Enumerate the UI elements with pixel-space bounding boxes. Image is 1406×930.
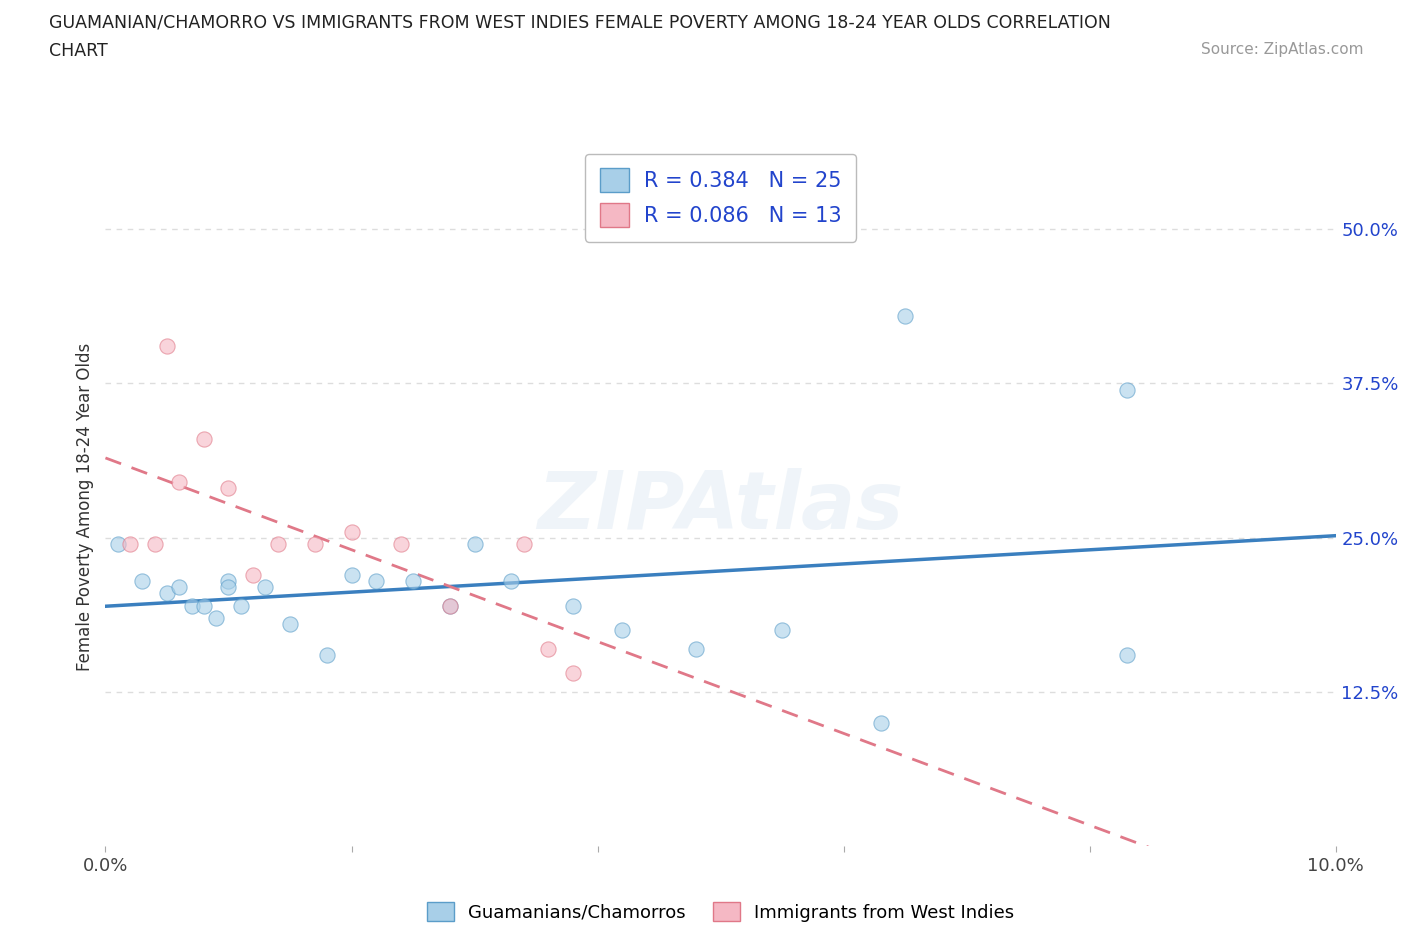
Text: ZIPAtlas: ZIPAtlas bbox=[537, 468, 904, 546]
Point bbox=[218, 579, 240, 594]
Point bbox=[340, 525, 363, 539]
Point bbox=[402, 574, 425, 589]
Point bbox=[218, 574, 240, 589]
Text: Source: ZipAtlas.com: Source: ZipAtlas.com bbox=[1201, 42, 1364, 57]
Text: CHART: CHART bbox=[49, 42, 108, 60]
Point bbox=[562, 598, 585, 613]
Text: GUAMANIAN/CHAMORRO VS IMMIGRANTS FROM WEST INDIES FEMALE POVERTY AMONG 18-24 YEA: GUAMANIAN/CHAMORRO VS IMMIGRANTS FROM WE… bbox=[49, 14, 1111, 32]
Point bbox=[193, 598, 215, 613]
Point bbox=[278, 617, 301, 631]
Point bbox=[107, 537, 129, 551]
Point bbox=[685, 642, 707, 657]
Point bbox=[120, 537, 141, 551]
Point bbox=[501, 574, 523, 589]
Point bbox=[304, 537, 326, 551]
Point bbox=[254, 579, 277, 594]
Point bbox=[366, 574, 388, 589]
Point bbox=[169, 474, 191, 489]
Point bbox=[205, 610, 228, 625]
Y-axis label: Female Poverty Among 18-24 Year Olds: Female Poverty Among 18-24 Year Olds bbox=[76, 343, 94, 671]
Point bbox=[180, 598, 202, 613]
Point bbox=[242, 567, 264, 582]
Point bbox=[513, 537, 536, 551]
Point bbox=[315, 647, 337, 662]
Point bbox=[612, 623, 634, 638]
Point bbox=[869, 715, 891, 730]
Point bbox=[464, 537, 486, 551]
Point bbox=[340, 567, 363, 582]
Point bbox=[156, 586, 179, 601]
Point bbox=[770, 623, 793, 638]
Point bbox=[169, 579, 191, 594]
Point bbox=[229, 598, 252, 613]
Point bbox=[131, 574, 153, 589]
Point bbox=[439, 598, 461, 613]
Legend: Guamanians/Chamorros, Immigrants from West Indies: Guamanians/Chamorros, Immigrants from We… bbox=[419, 895, 1022, 929]
Point bbox=[439, 598, 461, 613]
Point bbox=[218, 481, 240, 496]
Point bbox=[389, 537, 412, 551]
Point bbox=[894, 308, 917, 323]
Point bbox=[156, 339, 179, 353]
Point bbox=[193, 432, 215, 446]
Point bbox=[1115, 647, 1137, 662]
Point bbox=[537, 642, 560, 657]
Point bbox=[267, 537, 290, 551]
Point bbox=[143, 537, 166, 551]
Point bbox=[1115, 382, 1137, 397]
Point bbox=[562, 666, 585, 681]
